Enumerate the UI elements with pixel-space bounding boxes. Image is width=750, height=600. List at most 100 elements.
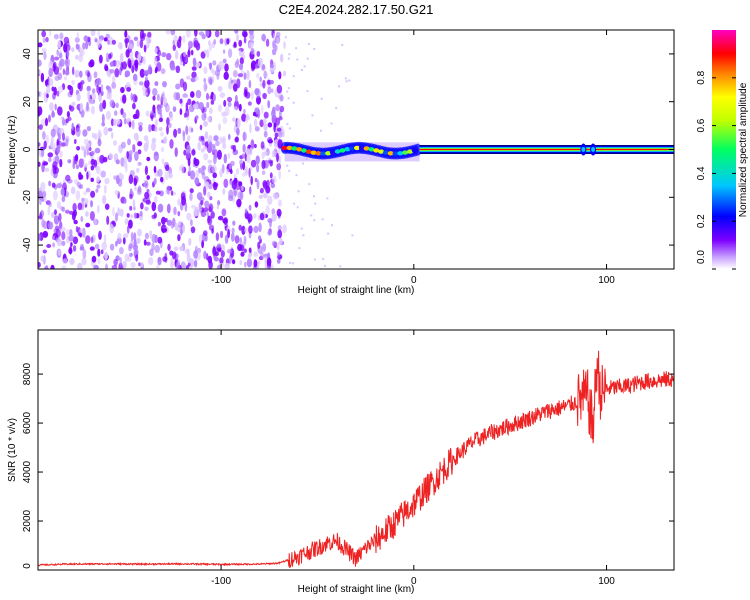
- noise-blob: [268, 159, 274, 164]
- noise-blob: [49, 102, 54, 112]
- noise-blob: [187, 158, 191, 167]
- x-tick-label: 100: [598, 275, 615, 286]
- noise-blob: [52, 147, 56, 152]
- noise-blob: [230, 169, 233, 175]
- noise-blob: [177, 234, 181, 242]
- snr-series-line: [38, 350, 674, 568]
- noise-blob: [220, 250, 225, 258]
- noise-blob: [175, 261, 181, 269]
- noise-blob: [133, 175, 139, 184]
- noise-blob: [163, 97, 168, 106]
- noise-blob: [99, 154, 105, 164]
- noise-blob: [133, 132, 139, 141]
- noise-blob: [276, 208, 282, 217]
- noise-blob: [184, 248, 190, 254]
- noise-blob: [39, 212, 42, 218]
- transition-peak: [387, 151, 394, 156]
- noise-blob: [86, 171, 89, 180]
- noise-blob: [157, 107, 162, 115]
- noise-blob: [278, 130, 283, 138]
- noise-blob: [85, 222, 91, 228]
- noise-blob: [103, 234, 107, 244]
- noise-blob: [107, 72, 111, 78]
- noise-blob: [232, 83, 238, 92]
- noise-blob: [109, 61, 114, 67]
- noise-blob: [188, 165, 191, 175]
- noise-blob: [234, 30, 239, 34]
- noise-speck: [331, 224, 333, 227]
- noise-blob: [49, 60, 53, 66]
- noise-blob: [260, 251, 264, 260]
- noise-blob: [182, 93, 188, 98]
- noise-blob: [236, 198, 242, 208]
- noise-blob: [101, 121, 106, 127]
- noise-blob: [138, 125, 143, 132]
- noise-blob: [202, 146, 208, 151]
- transition-peak: [354, 145, 360, 151]
- noise-blob: [144, 206, 149, 211]
- noise-blob: [137, 185, 142, 193]
- noise-blob: [267, 100, 271, 109]
- noise-blob: [156, 264, 160, 269]
- noise-speck: [322, 257, 325, 260]
- noise-blob: [214, 30, 220, 38]
- noise-blob: [83, 190, 88, 196]
- noise-blob: [267, 218, 273, 223]
- noise-blob: [90, 236, 94, 244]
- noise-blob: [43, 197, 47, 203]
- noise-blob: [111, 81, 117, 89]
- noise-blob: [54, 209, 57, 216]
- noise-blob: [38, 142, 41, 147]
- noise-blob: [85, 187, 91, 193]
- noise-blob: [114, 190, 119, 195]
- noise-speck: [292, 262, 294, 265]
- noise-blob: [215, 140, 220, 147]
- noise-blob: [230, 79, 234, 84]
- noise-blob: [79, 184, 84, 189]
- noise-blob: [279, 237, 283, 245]
- noise-blob: [44, 117, 49, 127]
- noise-blob: [122, 94, 127, 104]
- noise-blob: [63, 43, 68, 53]
- noise-blob: [194, 76, 199, 81]
- colorbar-tick-label: 0.8: [696, 70, 707, 84]
- noise-blob: [182, 81, 188, 92]
- noise-speck: [300, 69, 303, 71]
- noise-blob: [142, 56, 146, 65]
- noise-blob: [265, 204, 270, 215]
- noise-blob: [170, 257, 174, 267]
- noise-blob: [263, 111, 269, 119]
- x-tick-label: 100: [598, 576, 615, 587]
- noise-blob: [219, 230, 224, 239]
- y-tick-label: 6000: [22, 412, 33, 435]
- noise-blob: [243, 108, 246, 115]
- noise-blob: [59, 32, 64, 40]
- noise-blob: [123, 155, 128, 164]
- noise-blob: [203, 250, 207, 260]
- noise-speck: [330, 122, 333, 125]
- noise-blob: [61, 265, 67, 269]
- noise-blob: [84, 162, 88, 168]
- noise-blob: [83, 198, 89, 205]
- noise-blob: [253, 259, 258, 268]
- noise-blob: [185, 108, 190, 118]
- noise-blob: [197, 251, 201, 261]
- noise-blob: [256, 95, 261, 105]
- noise-blob: [50, 264, 55, 269]
- transition-peak: [407, 149, 413, 154]
- noise-blob: [204, 181, 210, 187]
- noise-blob: [187, 50, 191, 58]
- noise-blob: [244, 208, 248, 214]
- noise-blob: [79, 232, 82, 238]
- noise-blob: [114, 110, 118, 116]
- noise-blob: [269, 67, 275, 74]
- noise-speck: [286, 164, 289, 167]
- noise-blob: [126, 225, 130, 234]
- transition-peak: [344, 147, 351, 152]
- noise-blob: [105, 110, 112, 120]
- noise-blob: [191, 66, 197, 71]
- colorbar-label: Normalized spectral amplitude: [738, 82, 749, 217]
- noise-blob: [74, 37, 80, 43]
- noise-blob: [61, 231, 66, 241]
- noise-blob: [244, 227, 249, 234]
